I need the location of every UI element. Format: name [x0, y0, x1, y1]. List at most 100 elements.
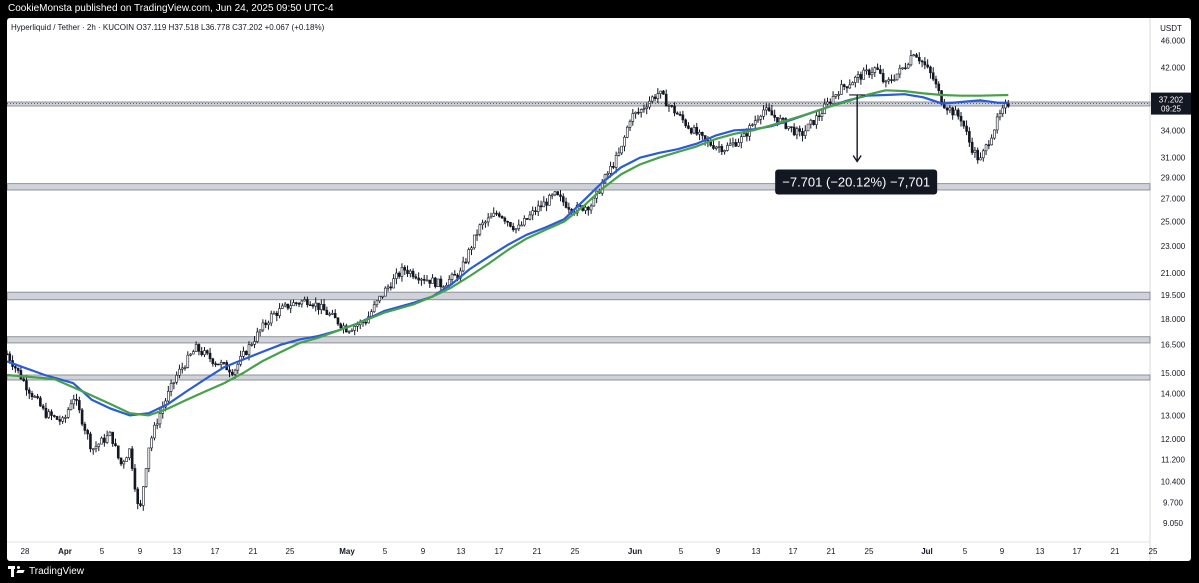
- candle-body: [103, 437, 106, 443]
- candle-body: [954, 109, 957, 116]
- candle-body: [464, 261, 468, 264]
- candle-body: [228, 369, 231, 373]
- candle-body: [180, 367, 184, 370]
- price-chart[interactable]: −7.701 (−20.12%) −7,701 Hyperliquid / Tet…: [7, 18, 1191, 561]
- candle-body: [970, 141, 974, 153]
- candle-body: [178, 368, 181, 376]
- candle-body: [842, 84, 846, 87]
- candle-body: [564, 201, 568, 208]
- candle-body: [281, 305, 284, 309]
- candle-body: [66, 409, 70, 418]
- candle-body: [33, 396, 37, 398]
- candle-body: [89, 433, 92, 450]
- candle-body: [383, 287, 387, 297]
- candle-body: [25, 380, 28, 391]
- candle-body: [247, 344, 251, 355]
- candle-body: [119, 457, 123, 465]
- candle-body: [386, 286, 390, 289]
- publish-header: CookieMonsta published on TradingView.co…: [8, 3, 334, 14]
- candle-body: [47, 411, 51, 418]
- publish-header-bar: CookieMonsta published on TradingView.co…: [0, 0, 1199, 18]
- candle-body: [845, 86, 849, 89]
- candle-body: [801, 131, 804, 136]
- candle-body: [200, 351, 203, 355]
- candle-body: [275, 312, 279, 316]
- candle-body: [91, 448, 95, 451]
- candle-body: [217, 363, 220, 366]
- candle-body: [901, 67, 904, 70]
- candle-body: [108, 431, 112, 437]
- x-tick-label: 17: [1073, 547, 1082, 556]
- candle-body: [392, 278, 395, 289]
- candle-body: [681, 114, 685, 121]
- candle-body: [993, 129, 996, 139]
- candle-body: [943, 103, 946, 109]
- candle-body: [995, 116, 999, 131]
- candle-body: [303, 299, 306, 302]
- candle-body: [848, 84, 852, 89]
- tradingview-logo[interactable]: TradingView: [8, 566, 84, 577]
- candle-body: [205, 350, 209, 354]
- candle-body: [548, 194, 551, 206]
- candle-body: [183, 367, 187, 369]
- candle-body: [72, 398, 76, 405]
- candle-body: [75, 398, 78, 401]
- candle-body: [511, 226, 515, 231]
- currency-label: USDT: [1160, 24, 1182, 33]
- candle-body: [687, 125, 690, 129]
- candle-body: [158, 413, 162, 425]
- candle-body: [717, 146, 721, 148]
- candle-body: [898, 67, 902, 75]
- candle-body: [951, 107, 954, 116]
- candle-body: [100, 437, 103, 445]
- x-tick-label: 17: [495, 547, 504, 556]
- candle-body: [336, 317, 340, 325]
- y-tick-label: 31.000: [1161, 154, 1186, 163]
- candle-body: [122, 461, 126, 465]
- candle-body: [856, 74, 860, 78]
- candle-body: [670, 105, 674, 107]
- candle-body: [684, 119, 687, 127]
- candle-body: [244, 351, 248, 355]
- candle-body: [69, 403, 73, 411]
- candle-body: [475, 233, 479, 236]
- candle-body: [634, 111, 637, 114]
- candle-body: [625, 126, 629, 138]
- candle-body: [859, 74, 863, 80]
- candle-body: [422, 278, 426, 281]
- x-tick-label: 13: [1036, 547, 1045, 556]
- candle-body: [272, 312, 276, 315]
- candle-body: [606, 173, 610, 176]
- candle-body: [614, 155, 618, 168]
- x-tick-label: 25: [571, 547, 580, 556]
- candle-body: [41, 405, 45, 409]
- x-tick-label: Apr: [58, 547, 72, 556]
- candle-body: [542, 201, 546, 208]
- candle-body: [253, 341, 256, 345]
- candle-body: [534, 210, 537, 213]
- candle-body: [1004, 103, 1007, 109]
- chart-panel[interactable]: −7.701 (−20.12%) −7,701 Hyperliquid / Tet…: [7, 18, 1191, 561]
- candle-body: [8, 353, 12, 361]
- candle-body: [114, 443, 117, 447]
- candle-body: [812, 119, 815, 125]
- candle-body: [242, 351, 245, 357]
- candle-body: [584, 206, 587, 211]
- candle-body: [300, 300, 304, 305]
- x-tick-label: 5: [679, 547, 684, 556]
- candle-body: [130, 448, 134, 469]
- candle-body: [375, 300, 379, 306]
- candle-body: [7, 353, 9, 356]
- y-tick-label: 23.000: [1161, 242, 1186, 251]
- candle-body: [751, 124, 754, 126]
- candle-body: [781, 118, 785, 120]
- candle-body: [892, 79, 896, 82]
- candle-body: [639, 109, 643, 113]
- candle-body: [620, 145, 623, 154]
- candle-body: [987, 144, 991, 147]
- candle-body: [525, 218, 529, 220]
- candle-body: [30, 393, 34, 398]
- candle-body: [97, 443, 101, 447]
- candle-body: [667, 105, 671, 107]
- candle-body: [136, 488, 140, 504]
